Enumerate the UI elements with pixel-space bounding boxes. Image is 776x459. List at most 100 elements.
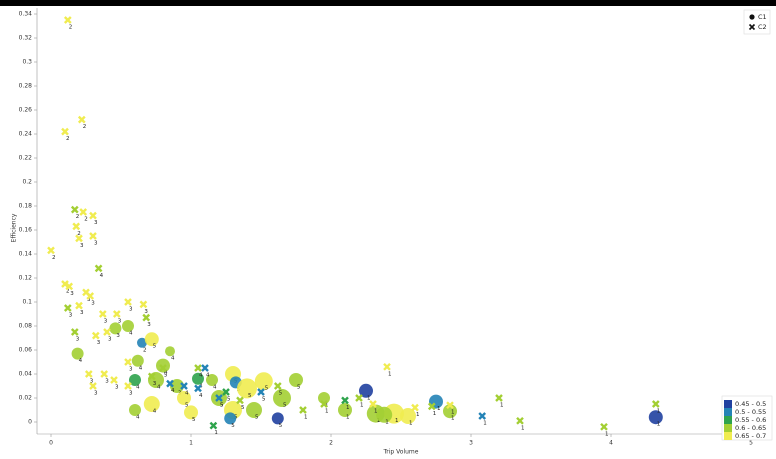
point-label: 3 [70,291,74,297]
point-label: 4 [100,273,104,279]
point-label: 2 [84,217,88,223]
cross-point [61,127,69,136]
color-legend-label: 0.65 - 0.7 [735,432,766,440]
point-label: 3 [91,301,95,307]
point-label: 2 [66,289,70,295]
point-label: 5 [265,386,269,392]
point-label: 5 [279,423,283,429]
point-label: 3 [76,337,80,343]
point [129,404,141,416]
point [177,391,191,405]
point [192,372,204,385]
cross-point [355,394,363,402]
cross-point [100,370,109,378]
point-label: 2 [69,25,73,31]
cross-point [63,304,72,312]
cross-point [180,382,188,390]
x-tick-label: 2 [329,440,333,447]
color-swatch [724,408,732,416]
point-label: 3 [94,241,98,247]
point-label: 3 [129,367,133,373]
point-label: 3 [87,297,91,303]
point-label: 4 [79,358,83,364]
y-tick-label: 0.08 [19,323,33,330]
point-label: 4 [153,409,157,415]
x-tick-label: 1 [189,440,193,447]
point [129,374,141,386]
y-tick-label: 0.24 [19,131,33,138]
color-swatch [724,416,732,424]
cross-point [369,400,377,408]
point-label: 1 [346,405,350,411]
color-swatch [724,424,732,432]
cross-point [142,313,151,322]
point-label: 5 [153,344,157,350]
y-tick-label: 0 [28,419,32,426]
point [122,320,134,332]
point-label: 4 [199,373,203,379]
point-label: 1 [657,409,661,415]
point-label: 2 [83,124,87,130]
cross-point [427,402,436,411]
point-label: 2 [66,136,70,142]
point [359,383,373,398]
cross-point [222,388,230,396]
y-tick-label: 0.16 [19,227,33,234]
cross-point [47,246,55,255]
cross-point [159,364,167,372]
point-label: 5 [283,403,287,409]
cross-point [411,403,419,412]
point-label: 5 [241,405,245,411]
point [254,372,273,391]
cross-point [84,370,93,378]
point-label: 1 [500,403,504,409]
point [131,354,144,367]
point-label: 5 [185,403,189,409]
point-label: 5 [227,397,231,403]
cross-point [495,394,503,402]
y-tick-label: 0.06 [19,347,33,354]
point [289,373,303,387]
cross-point [194,384,202,393]
cross-point [147,372,156,381]
y-tick-label: 0.02 [19,395,33,402]
point-label: 5 [262,397,266,403]
point-label: 1 [451,410,455,416]
cross-point [65,282,74,291]
point-label: 3 [69,313,73,319]
point-label: 5 [220,403,224,409]
cross-point [89,211,97,220]
x-tick-label: 3 [469,440,473,447]
point-label: 4 [199,393,203,399]
point [246,402,262,418]
point-label: 5 [220,403,224,409]
cross-point [124,298,132,306]
point-label: 2 [77,231,81,237]
cross-point [72,222,81,231]
cross-point [201,364,209,372]
point-label: 1 [360,403,364,409]
color-legend-label: 0.6 - 0.65 [735,424,766,432]
point [109,322,122,335]
point-label: 3 [115,385,119,391]
color-legend-label: 0.45 - 0.5 [735,400,766,408]
cross-point [110,376,118,384]
cross-point [103,328,111,336]
cross-point [112,310,121,318]
point-label: 3 [97,340,101,346]
cross-point [75,234,83,243]
point-label: 1 [377,418,381,424]
legend-marker [748,23,756,31]
cross-point [236,396,244,405]
color-legend-label: 0.5 - 0.55 [735,408,766,416]
y-tick-label: 0.1 [22,299,32,306]
cross-point [478,412,487,420]
point-label: 3 [80,310,84,316]
point-label: 5 [279,391,283,397]
point-label: 4 [136,385,140,391]
point-label: 1 [605,431,609,437]
y-tick-label: 0.14 [19,251,33,258]
point-label: 4 [185,391,189,397]
cross-point [61,280,69,288]
cross-point [70,205,79,214]
